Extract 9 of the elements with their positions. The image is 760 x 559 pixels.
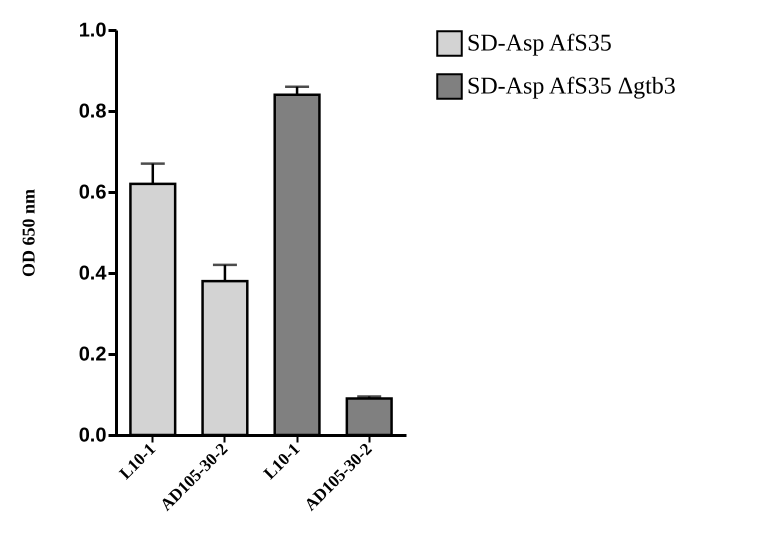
y-tick-label: 0.6 [78, 182, 106, 204]
y-tick-label: 0.8 [78, 100, 106, 122]
y-tick-label: 0.2 [78, 344, 106, 366]
y-tick-label: 1.0 [78, 20, 106, 42]
y-tick-label: 0.4 [78, 262, 108, 284]
y-tick-label: 0.0 [78, 424, 106, 446]
legend-label: SD-Asp AfS35 Δgtb3 [467, 74, 676, 100]
y-axis-title: OD 650 nm [18, 188, 39, 278]
legend-label: SD-Asp AfS35 [467, 30, 612, 56]
